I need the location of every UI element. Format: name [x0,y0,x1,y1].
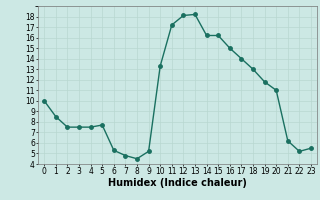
X-axis label: Humidex (Indice chaleur): Humidex (Indice chaleur) [108,178,247,188]
